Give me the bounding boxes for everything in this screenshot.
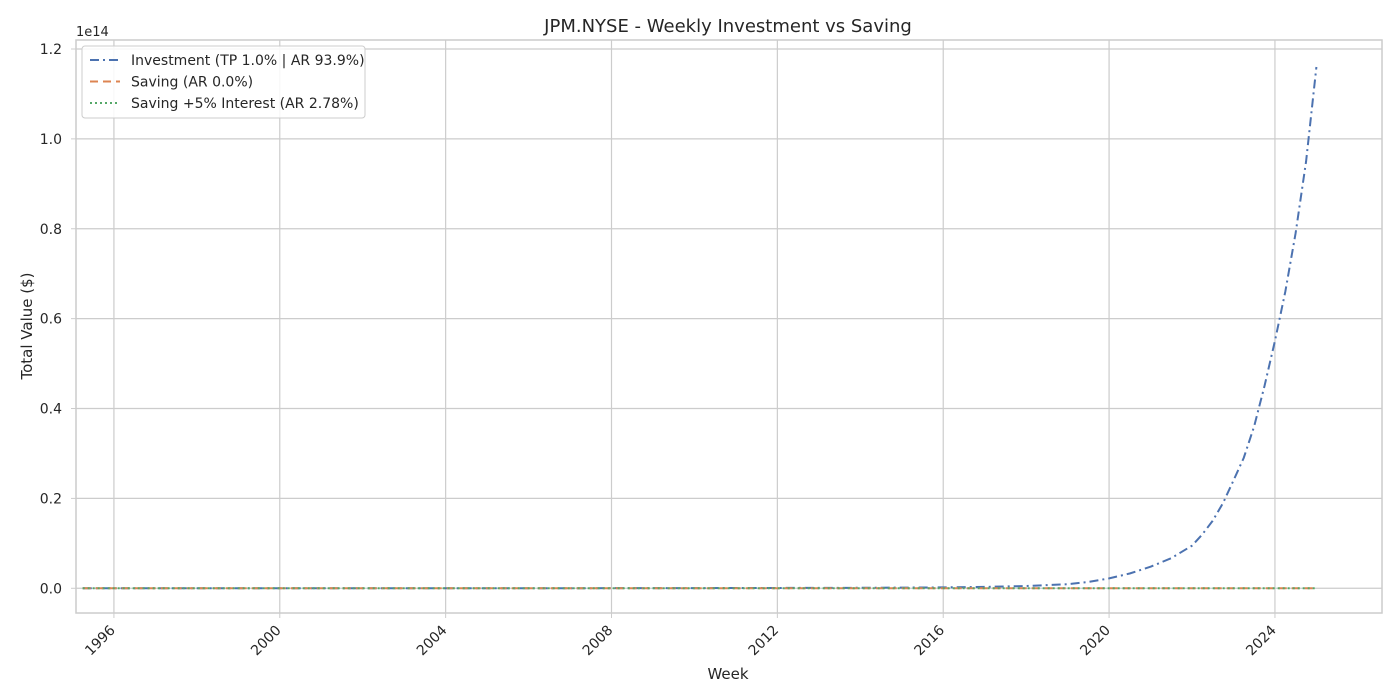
series-line-1 [82, 66, 1318, 590]
legend-box [81, 45, 366, 119]
x-tick-label: 2008 [580, 623, 617, 660]
legend: Investment (TP 1.0% | AR 93.9%) Saving (A… [81, 45, 366, 119]
y-exponent-label: 1e14 [76, 25, 109, 40]
y-tick-label: 0.0 [40, 581, 62, 597]
tick-labels: 0.0 0.2 0.4 0.6 0.8 1.0 1.2 1996 2000 2004 2008 201… [40, 42, 1280, 659]
x-tick-label: 2024 [1243, 622, 1280, 659]
legend-label-1: Investment (TP 1.0% | AR 93.9%) [131, 53, 365, 69]
x-tick-label: 1996 [82, 622, 119, 659]
y-tick-label: 1.2 [40, 42, 62, 58]
x-tick-label: 2012 [746, 623, 783, 660]
plot-frame [75, 39, 1383, 614]
y-tick-label: 0.6 [40, 312, 62, 328]
x-tick-label: 2016 [912, 622, 949, 659]
series-lines [82, 66, 1318, 590]
y-tick-label: 0.2 [40, 491, 62, 507]
y-tick-label: 0.4 [40, 402, 62, 418]
x-tick-label: 2004 [414, 622, 451, 659]
legend-label-2: Saving (AR 0.0%) [131, 75, 253, 91]
legend-label-3: Saving +5% Interest (AR 2.78%) [131, 96, 359, 112]
chart-title: JPM.NYSE - Weekly Investment vs Saving [543, 16, 912, 37]
y-axis-label: Total Value ($) [18, 272, 36, 380]
y-tick-label: 0.8 [40, 222, 62, 238]
x-tick-label: 2000 [248, 623, 285, 660]
grid [76, 40, 1382, 613]
x-tick-label: 2020 [1077, 623, 1114, 660]
x-axis-label: Week [707, 665, 748, 683]
y-tick-label: 1.0 [40, 132, 62, 148]
